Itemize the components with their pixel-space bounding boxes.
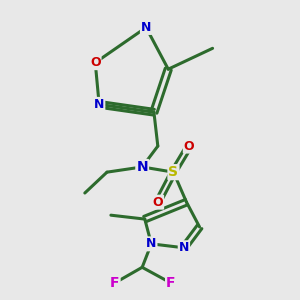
Text: N: N [146,237,157,250]
Text: F: F [110,276,120,290]
Text: O: O [152,196,163,208]
Text: F: F [166,276,176,290]
Text: N: N [141,21,151,34]
Text: N: N [179,241,189,254]
Text: N: N [136,160,148,174]
Text: S: S [169,165,178,179]
Text: O: O [90,56,101,69]
Text: O: O [184,140,194,153]
Text: N: N [94,98,104,111]
